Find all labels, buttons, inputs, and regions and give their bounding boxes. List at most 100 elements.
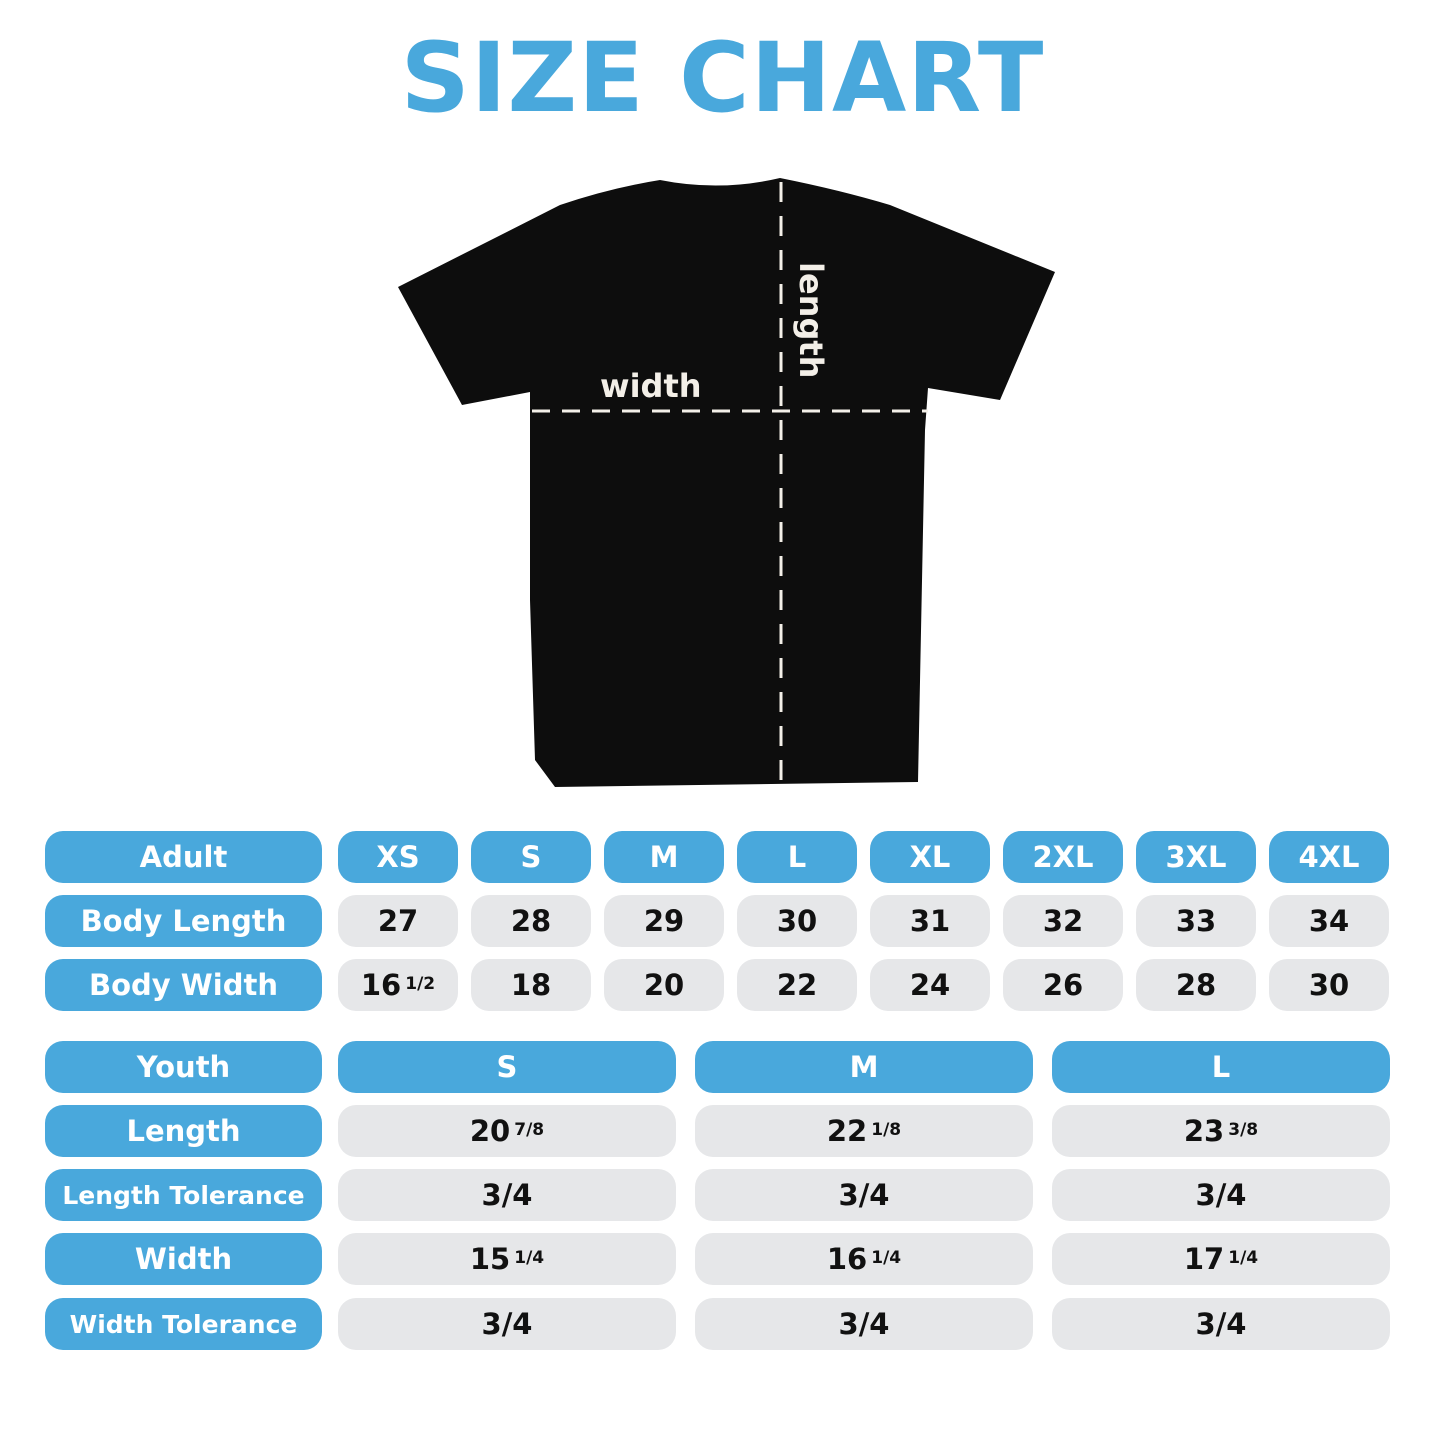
adult-size-header: XS	[338, 831, 458, 883]
cell-value: 22	[776, 968, 818, 1002]
adult-row-label: Body Length	[45, 895, 322, 947]
cell-value: 4XL	[1298, 840, 1360, 874]
length-label: length	[792, 262, 830, 378]
youth-value-cell: 3/4	[1052, 1298, 1390, 1350]
youth-value-cell: 3/4	[695, 1298, 1033, 1350]
cell-fraction: 1/4	[514, 1248, 545, 1268]
cell-value: Width Tolerance	[69, 1309, 298, 1339]
adult-value-cell: 30	[737, 895, 857, 947]
cell-value: 27	[377, 904, 419, 938]
cell-value: 33	[1175, 904, 1217, 938]
adult-size-header: 3XL	[1136, 831, 1256, 883]
adult-value-cell: 29	[604, 895, 724, 947]
page-title: SIZE CHART	[400, 22, 1045, 134]
cell-value: Adult	[139, 840, 228, 874]
youth-value-cell: 20 7/8	[338, 1105, 676, 1157]
adult-value-cell: 18	[471, 959, 591, 1011]
youth-value-cell: 16 1/4	[695, 1233, 1033, 1285]
youth-size-header: S	[338, 1041, 676, 1093]
adult-value-cell: 30	[1269, 959, 1389, 1011]
adult-header: Adult	[45, 831, 322, 883]
youth-value-cell: 3/4	[338, 1169, 676, 1221]
youth-value-cell: 3/4	[695, 1169, 1033, 1221]
youth-row-label: Length	[45, 1105, 322, 1157]
cell-value: 16	[826, 1242, 868, 1276]
cell-value: Length	[126, 1114, 241, 1148]
youth-value-cell: 23 3/8	[1052, 1105, 1390, 1157]
cell-value: 34	[1308, 904, 1350, 938]
cell-value: 32	[1042, 904, 1084, 938]
cell-value: M	[649, 840, 679, 874]
cell-value: 3/4	[481, 1307, 533, 1341]
cell-value: 3XL	[1165, 840, 1227, 874]
cell-value: S	[520, 840, 542, 874]
cell-value: 24	[909, 968, 951, 1002]
adult-size-header: S	[471, 831, 591, 883]
youth-size-header: M	[695, 1041, 1033, 1093]
adult-value-cell: 28	[1136, 959, 1256, 1011]
cell-value: Width	[134, 1242, 233, 1276]
adult-value-cell: 33	[1136, 895, 1256, 947]
youth-row-label: Width Tolerance	[45, 1298, 322, 1350]
cell-value: L	[787, 840, 807, 874]
cell-value: XS	[376, 840, 420, 874]
tshirt-diagram: width length	[398, 178, 1055, 787]
cell-value: 18	[510, 968, 552, 1002]
cell-fraction: 1/8	[871, 1120, 902, 1140]
width-label: width	[600, 367, 702, 405]
cell-value: 3/4	[838, 1178, 890, 1212]
youth-value-cell: 3/4	[1052, 1169, 1390, 1221]
cell-value: Body Length	[80, 904, 287, 938]
cell-value: 30	[776, 904, 818, 938]
adult-value-cell: 20	[604, 959, 724, 1011]
youth-size-header: L	[1052, 1041, 1390, 1093]
cell-value: XL	[909, 840, 951, 874]
adult-size-header: XL	[870, 831, 990, 883]
cell-value: 20	[643, 968, 685, 1002]
adult-value-cell: 27	[338, 895, 458, 947]
adult-value-cell: 28	[471, 895, 591, 947]
adult-size-header: 4XL	[1269, 831, 1389, 883]
cell-value: M	[849, 1050, 879, 1084]
cell-value: 3/4	[1195, 1307, 1247, 1341]
cell-fraction: 1/2	[405, 974, 436, 994]
youth-value-cell: 3/4	[338, 1298, 676, 1350]
youth-value-cell: 15 1/4	[338, 1233, 676, 1285]
cell-value: Length Tolerance	[62, 1180, 305, 1210]
adult-value-cell: 24	[870, 959, 990, 1011]
cell-value: 28	[510, 904, 552, 938]
cell-value: 22	[826, 1114, 868, 1148]
cell-value: 15	[469, 1242, 511, 1276]
cell-value: S	[496, 1050, 518, 1084]
cell-value: Youth	[136, 1050, 231, 1084]
cell-fraction: 7/8	[514, 1120, 545, 1140]
tshirt-icon	[398, 178, 1055, 787]
youth-row-label: Length Tolerance	[45, 1169, 322, 1221]
cell-value: 3/4	[1195, 1178, 1247, 1212]
cell-value: 28	[1175, 968, 1217, 1002]
adult-value-cell: 34	[1269, 895, 1389, 947]
cell-value: 26	[1042, 968, 1084, 1002]
adult-value-cell: 32	[1003, 895, 1123, 947]
adult-size-header: L	[737, 831, 857, 883]
cell-value: 3/4	[481, 1178, 533, 1212]
adult-value-cell: 16 1/2	[338, 959, 458, 1011]
adult-value-cell: 26	[1003, 959, 1123, 1011]
cell-fraction: 1/4	[1228, 1248, 1259, 1268]
cell-value: 31	[909, 904, 951, 938]
cell-fraction: 3/8	[1228, 1120, 1259, 1140]
youth-value-cell: 17 1/4	[1052, 1233, 1390, 1285]
adult-size-header: M	[604, 831, 724, 883]
adult-size-header: 2XL	[1003, 831, 1123, 883]
cell-value: 2XL	[1032, 840, 1094, 874]
youth-value-cell: 22 1/8	[695, 1105, 1033, 1157]
cell-value: 17	[1183, 1242, 1225, 1276]
adult-value-cell: 22	[737, 959, 857, 1011]
adult-row-label: Body Width	[45, 959, 322, 1011]
youth-header: Youth	[45, 1041, 322, 1093]
adult-value-cell: 31	[870, 895, 990, 947]
cell-value: L	[1211, 1050, 1231, 1084]
cell-value: 3/4	[838, 1307, 890, 1341]
cell-value: 23	[1183, 1114, 1225, 1148]
cell-value: 16	[360, 968, 402, 1002]
